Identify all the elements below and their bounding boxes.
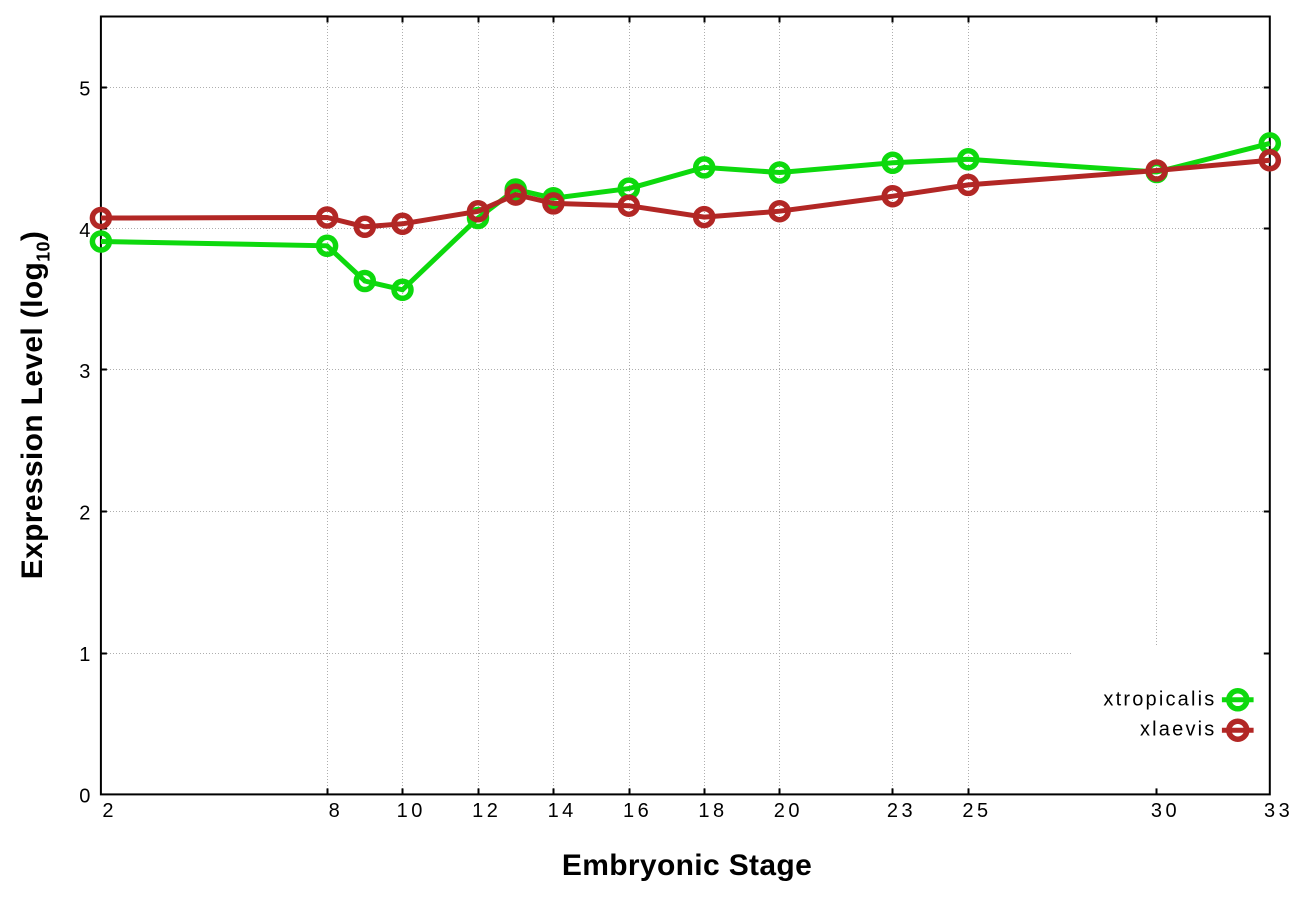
svg-text:25: 25 (962, 800, 991, 822)
svg-text:xtropicalis: xtropicalis (1103, 689, 1216, 711)
svg-text:4: 4 (79, 220, 94, 242)
svg-text:3: 3 (79, 361, 94, 383)
svg-text:1: 1 (79, 644, 94, 666)
svg-text:12: 12 (472, 800, 501, 822)
svg-text:33: 33 (1264, 800, 1293, 822)
svg-text:16: 16 (623, 800, 652, 822)
svg-text:8: 8 (329, 800, 344, 822)
svg-text:14: 14 (548, 800, 577, 822)
svg-text:20: 20 (774, 800, 803, 822)
svg-text:Expression Level (log10): Expression Level (log10) (16, 231, 54, 580)
svg-text:xlaevis: xlaevis (1140, 719, 1217, 741)
svg-text:2: 2 (79, 503, 94, 525)
svg-text:Embryonic Stage: Embryonic Stage (562, 849, 812, 882)
svg-text:0: 0 (79, 786, 94, 808)
svg-text:30: 30 (1151, 800, 1180, 822)
svg-text:23: 23 (887, 800, 916, 822)
svg-text:2: 2 (102, 800, 117, 822)
svg-text:10: 10 (397, 800, 426, 822)
svg-text:5: 5 (79, 78, 94, 100)
svg-text:18: 18 (698, 800, 727, 822)
